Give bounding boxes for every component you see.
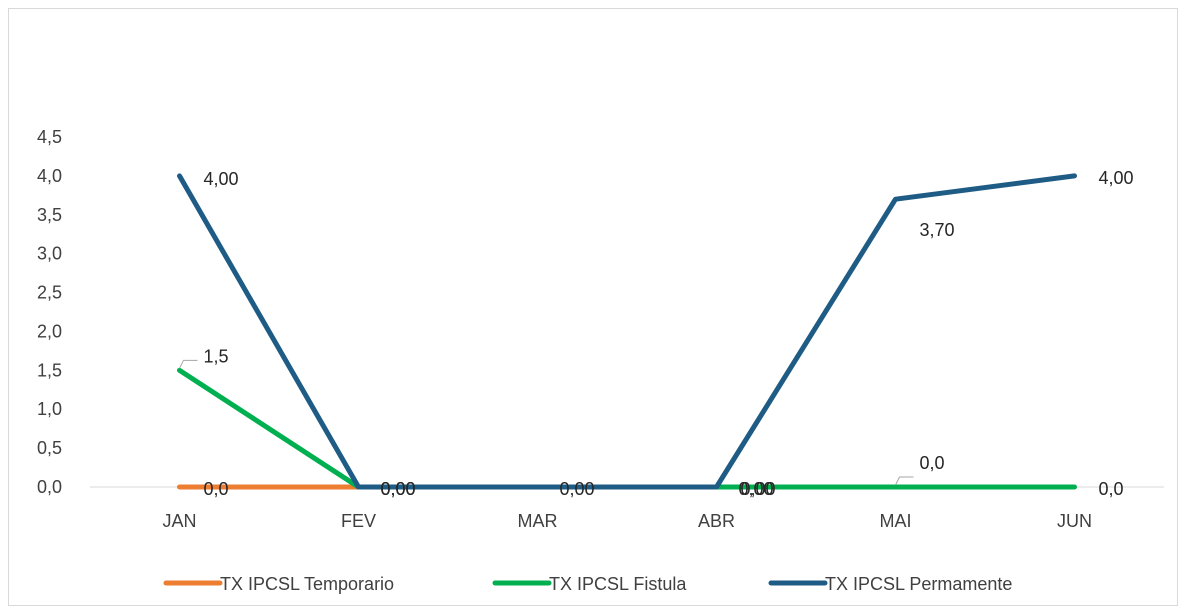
x-tick-label: JUN — [1057, 511, 1092, 531]
data-label: 0,00 — [741, 479, 776, 499]
data-label: 0,00 — [739, 479, 774, 499]
data-label: 4,00 — [204, 169, 239, 189]
data-label: 3,70 — [920, 220, 955, 240]
legend-label: TX IPCSL Temporario — [220, 574, 394, 594]
legend-label: TX IPCSL Permamente — [825, 574, 1012, 594]
data-label: 0,0 — [1099, 479, 1124, 499]
data-label: 0,00 — [381, 479, 416, 499]
legend-item-0: TX IPCSL Temporario — [163, 574, 394, 594]
series-line-1 — [177, 367, 1077, 490]
data-label: 1,5 — [204, 346, 229, 366]
y-tick-label: 2,5 — [37, 283, 62, 303]
series-lines — [177, 173, 1077, 490]
x-tick-label: MAI — [879, 511, 911, 531]
data-label: 4,00 — [1099, 168, 1134, 188]
leader-line — [895, 476, 914, 486]
legend-item-2: TX IPCSL Permamente — [768, 574, 1012, 594]
legend-label: TX IPCSL Fistula — [549, 574, 687, 594]
x-tick-label: ABR — [698, 511, 735, 531]
series-line-2 — [177, 173, 1077, 490]
data-label: 0,0 — [204, 479, 229, 499]
data-labels: 0,0 0,001,50,000,00,04,000,00 0,00 0,003,70… — [179, 168, 1134, 499]
y-tick-label: 3,0 — [37, 244, 62, 264]
x-tick-label: JAN — [162, 511, 196, 531]
y-tick-label: 0,5 — [37, 438, 62, 458]
data-label: 0,00 — [381, 479, 416, 499]
y-tick-label: 4,5 — [37, 127, 62, 147]
y-axis: 0,0 0,5 1,0 1,5 2,0 2,5 3,0 3,5 4,0 4,5 — [37, 127, 62, 497]
y-tick-label: 1,0 — [37, 399, 62, 419]
x-tick-label: FEV — [341, 511, 376, 531]
data-label: 0,00 — [560, 479, 595, 499]
legend: TX IPCSL Temporario TX IPCSL Fistula TX IP… — [163, 574, 1012, 594]
y-tick-label: 0,0 — [37, 477, 62, 497]
legend-item-1: TX IPCSL Fistula — [492, 574, 687, 594]
chart-frame — [8, 8, 1178, 606]
y-tick-label: 3,5 — [37, 205, 62, 225]
leader-line — [179, 359, 198, 369]
y-tick-label: 1,5 — [37, 360, 62, 380]
x-tick-label: MAR — [518, 511, 558, 531]
y-tick-label: 4,0 — [37, 166, 62, 186]
data-label: 0,0 — [920, 453, 945, 473]
x-axis: JAN FEV MAR ABR MAI JUN — [162, 511, 1092, 531]
y-tick-label: 2,0 — [37, 321, 62, 341]
